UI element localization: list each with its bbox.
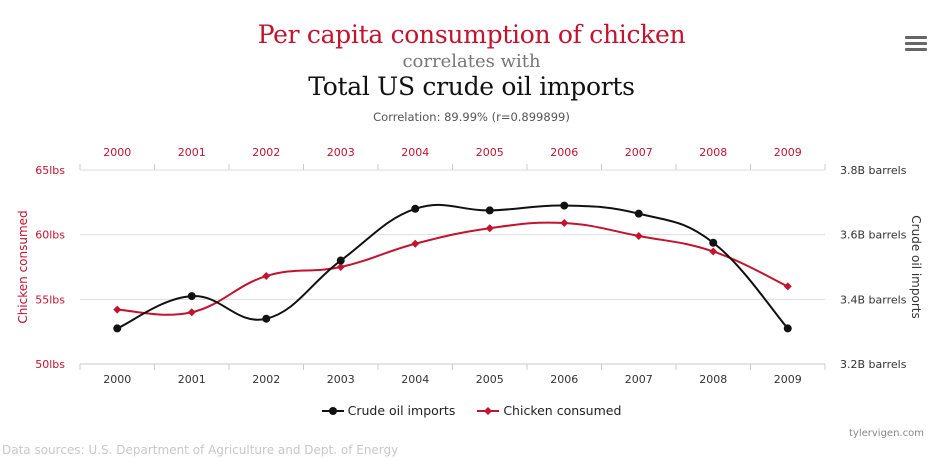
chart-subtitle: correlates with <box>402 51 541 72</box>
chart-canvas: 50lbs 55lbs 60lbs 65lbs 3.2B barrels 3.4B bar… <box>16 146 923 386</box>
series-layer <box>113 201 792 333</box>
data-point-chicken[interactable] <box>187 308 196 317</box>
right-tick-label: 3.4B barrels <box>840 293 907 306</box>
bottom-axis-label: 2004 <box>401 373 429 386</box>
bottom-axis-label: 2006 <box>550 373 578 386</box>
left-tick-label: 65lbs <box>35 164 65 177</box>
data-point-chicken[interactable] <box>560 219 569 228</box>
data-point-chicken[interactable] <box>411 239 420 248</box>
left-tick-label: 60lbs <box>35 229 65 242</box>
bottom-axis-label: 2009 <box>774 373 802 386</box>
data-point-crude-oil[interactable] <box>187 292 196 301</box>
left-tick-label: 50lbs <box>35 358 65 371</box>
legend-item-crude-oil[interactable]: Crude oil imports <box>321 403 456 418</box>
hamburger-menu-icon[interactable] <box>905 36 927 52</box>
top-axis-label: 2003 <box>327 146 355 159</box>
chart-title-secondary: Total US crude oil imports <box>308 72 635 101</box>
top-axis-label: 2006 <box>550 146 578 159</box>
right-tick-label: 3.6B barrels <box>840 229 907 242</box>
data-point-chicken[interactable] <box>485 224 494 233</box>
legend-marker-chicken <box>477 406 500 415</box>
top-axis-label: 2002 <box>252 146 280 159</box>
bottom-axis-label: 2002 <box>252 373 280 386</box>
top-axis-label: 2007 <box>625 146 653 159</box>
data-point-crude-oil[interactable] <box>709 238 718 247</box>
top-axis-label: 2008 <box>699 146 727 159</box>
series-line-chicken <box>117 221 789 316</box>
left-tick-label: 55lbs <box>35 293 65 306</box>
data-point-crude-oil[interactable] <box>336 256 345 265</box>
right-tick-label: 3.8B barrels <box>840 164 907 177</box>
correlation-text: Correlation: 89.99% (r=0.899899) <box>373 110 570 124</box>
data-point-chicken[interactable] <box>336 263 345 271</box>
top-axis-label: 2001 <box>178 146 206 159</box>
left-axis-title: Chicken consumed <box>16 210 30 323</box>
series-line-crude-oil <box>116 203 789 330</box>
data-point-crude-oil[interactable] <box>560 201 569 210</box>
bottom-axis-label: 2005 <box>476 373 504 386</box>
top-axis-label: 2000 <box>103 146 131 159</box>
data-point-chicken[interactable] <box>113 305 122 314</box>
data-point-crude-oil[interactable] <box>262 314 271 323</box>
chart-title: Per capita consumption of chicken <box>257 20 686 49</box>
legend-marker-crude-oil <box>321 406 344 415</box>
data-point-crude-oil[interactable] <box>113 324 122 333</box>
data-point-crude-oil[interactable] <box>634 209 643 218</box>
legend-label-chicken: Chicken consumed <box>503 403 622 418</box>
grid-layer <box>79 164 826 370</box>
data-point-chicken[interactable] <box>262 272 271 281</box>
data-point-crude-oil[interactable] <box>411 204 420 213</box>
data-point-crude-oil[interactable] <box>485 206 494 215</box>
tick-layer: 50lbs 55lbs 60lbs 65lbs 3.2B barrels 3.4B bar… <box>35 146 906 386</box>
legend-label-crude-oil: Crude oil imports <box>347 403 456 418</box>
bottom-axis-label: 2000 <box>103 373 131 386</box>
credit-link[interactable]: tylervigen.com <box>849 428 924 439</box>
data-point-chicken[interactable] <box>783 282 792 291</box>
legend-item-chicken[interactable]: Chicken consumed <box>477 403 621 418</box>
data-point-chicken[interactable] <box>709 247 718 256</box>
data-sources: Data sources: U.S. Department of Agricul… <box>2 443 399 457</box>
bottom-axis-label: 2003 <box>327 373 355 386</box>
bottom-axis-label: 2008 <box>699 373 727 386</box>
legend: Crude oil imports Chicken consumed <box>0 403 943 419</box>
bottom-axis-label: 2007 <box>625 373 653 386</box>
data-point-chicken[interactable] <box>634 231 643 240</box>
top-axis-label: 2009 <box>774 146 802 159</box>
right-tick-label: 3.2B barrels <box>840 358 907 371</box>
right-axis-title: Crude oil imports <box>909 215 923 318</box>
top-axis-label: 2005 <box>476 146 504 159</box>
bottom-axis-label: 2001 <box>178 373 206 386</box>
data-point-crude-oil[interactable] <box>783 324 792 333</box>
top-axis-label: 2004 <box>401 146 429 159</box>
